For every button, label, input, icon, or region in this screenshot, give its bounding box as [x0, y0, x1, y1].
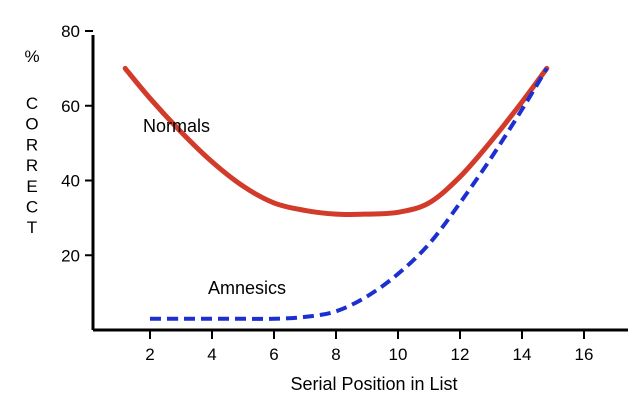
series-label-normals: Normals: [143, 116, 210, 136]
y-axis-unit: %: [24, 47, 39, 66]
y-ticks: 20 40 60 80: [61, 22, 93, 265]
x-tick-label: 8: [331, 345, 340, 364]
y-axis-title-letter: C: [26, 94, 38, 113]
y-tick-label: 40: [61, 172, 80, 191]
y-axis-title-letter: E: [26, 177, 37, 196]
series: [122, 65, 550, 321]
y-axis-title-letter: C: [26, 198, 38, 217]
x-tick-label: 4: [207, 345, 216, 364]
y-axis-title-letter: T: [27, 218, 37, 237]
x-tick-label: 6: [269, 345, 278, 364]
series-line-normals: [122, 65, 550, 217]
x-tick-label: 12: [451, 345, 470, 364]
y-axis-title-letter: R: [26, 156, 38, 175]
y-tick-label: 80: [61, 22, 80, 41]
y-axis-title-letter: R: [26, 135, 38, 154]
x-tick-label: 10: [389, 345, 408, 364]
x-axis-title: Serial Position in List: [290, 374, 457, 394]
x-tick-label: 2: [145, 345, 154, 364]
y-tick-label: 20: [61, 246, 80, 265]
x-tick-label: 14: [513, 345, 532, 364]
series-label-amnesics: Amnesics: [208, 278, 286, 298]
axes: [91, 35, 628, 332]
x-tick-label: 16: [575, 345, 594, 364]
x-ticks: 2 4 6 8 10 12 14 16: [145, 330, 593, 364]
y-tick-label: 60: [61, 97, 80, 116]
y-axis-title-letter: O: [25, 115, 38, 134]
